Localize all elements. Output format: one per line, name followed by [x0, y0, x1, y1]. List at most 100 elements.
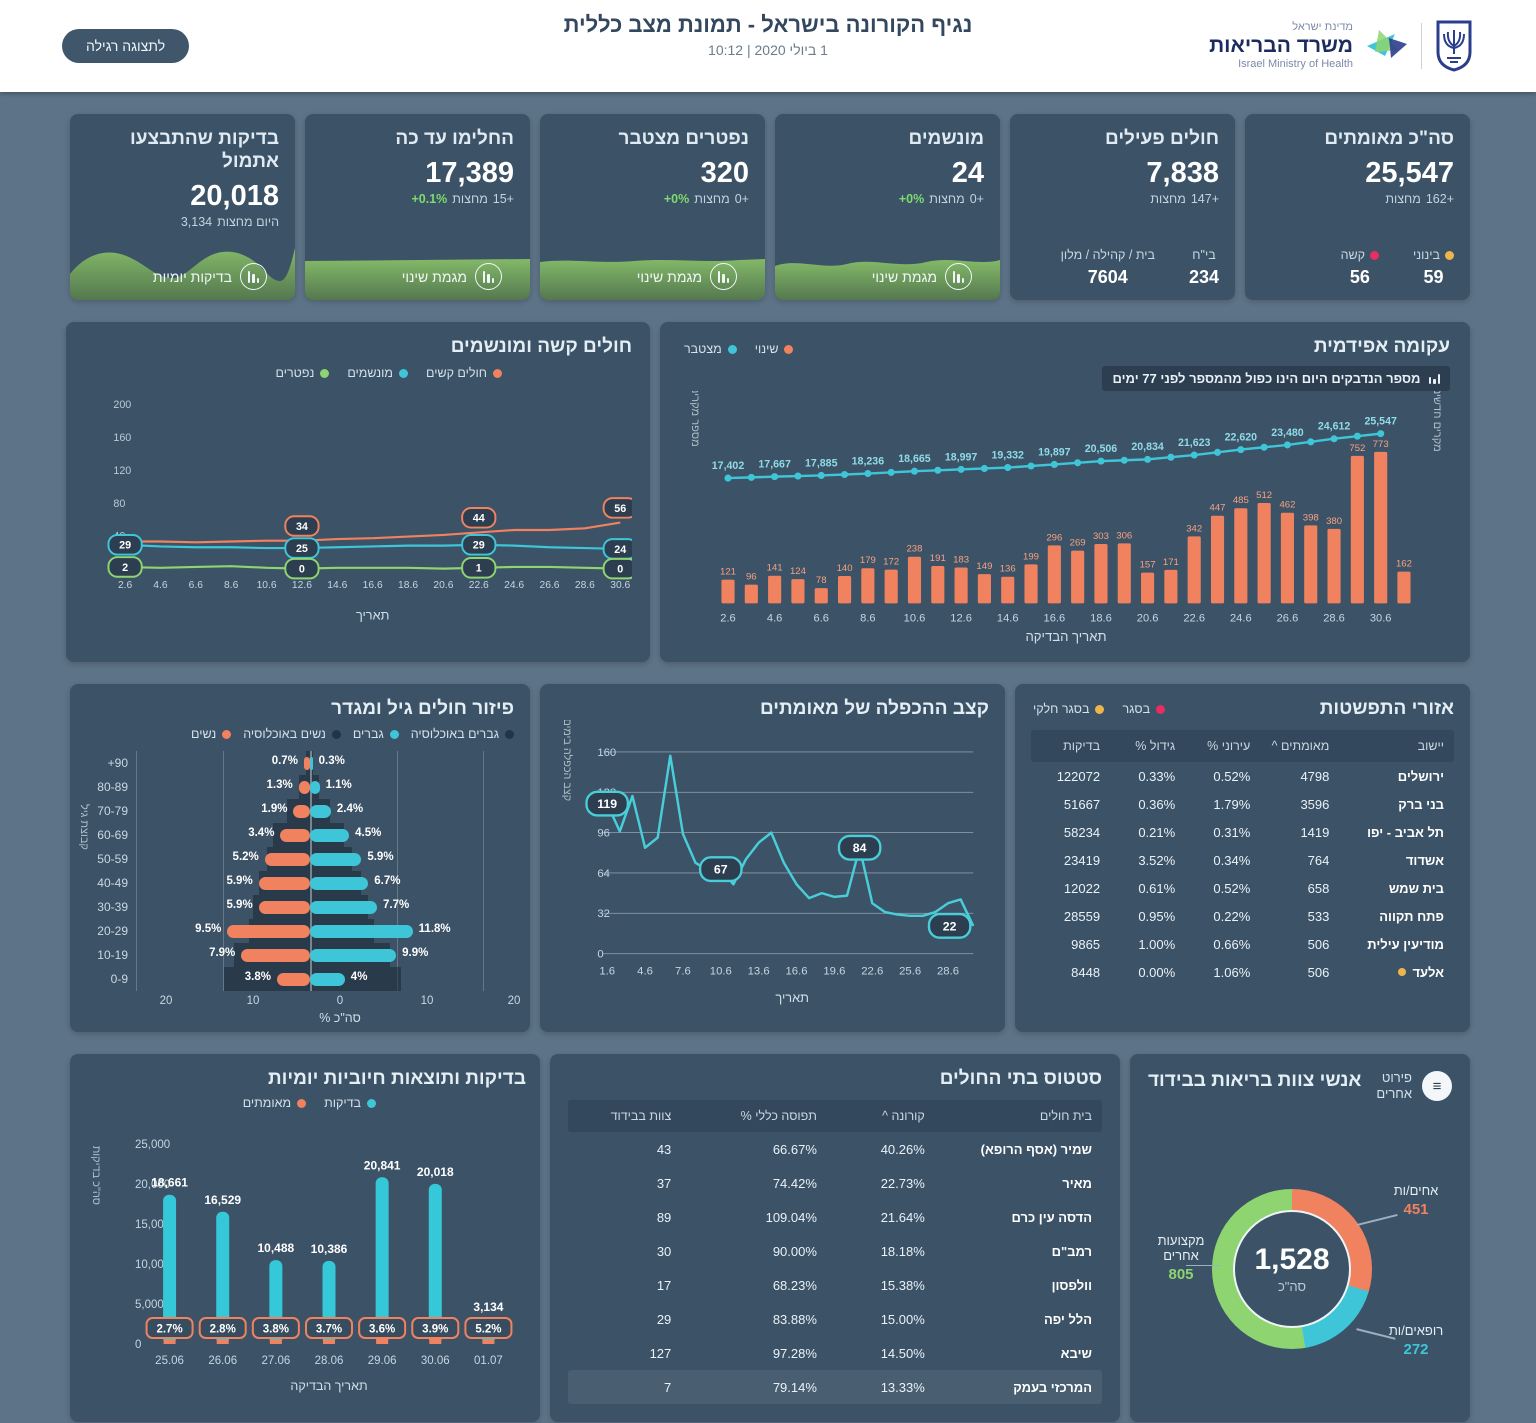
row-name: המרכזי בעמק — [1013, 1379, 1092, 1395]
kpi-delta-part: 0+ — [734, 191, 749, 206]
table-row[interactable]: אשדוד 764 0.34% 3.52% 23419 — [1031, 846, 1454, 874]
table-row[interactable]: פתח תקווה 533 0.22% 0.95% 28559 — [1031, 902, 1454, 930]
legend-dot — [320, 368, 330, 378]
pyramid-bars: 5.2% 5.9% — [136, 847, 484, 871]
kpi-card-0[interactable]: סה"כ מאומתים 25,547 מחצות 162+ בינוני 59 קשה 56 — [1245, 114, 1470, 300]
legend-label: נשים — [191, 727, 217, 741]
table-row[interactable]: בני ברק 3596 1.79% 0.36% 51667 — [1031, 790, 1454, 818]
callout — [284, 537, 320, 559]
kpi-value: 17,389 — [425, 156, 514, 189]
kpi-stat-label-text: בי"ח — [1192, 248, 1216, 262]
column-header[interactable]: צוות בבידוד — [610, 1109, 672, 1123]
bar-daily-cases — [1327, 528, 1341, 604]
doubling-rate-chart[interactable]: 03264961281601.64.67.610.613.616.619.622… — [556, 718, 989, 1020]
table-row[interactable]: תל אביב - יפו 1419 0.31% 0.21% 58234 — [1031, 818, 1454, 846]
epidemic-curve-chart[interactable]: 121 2.6 96 141 4.6 124 78 6.6 140 179 8.6 172 238 10.… — [682, 386, 1450, 644]
kpi-card-1[interactable]: חולים פעילים 7,838 מחצות 147+ בי"ח 234 בית / ק… — [1010, 114, 1235, 300]
table-row[interactable]: מאיר 22.73% 74.42% 37 — [568, 1166, 1102, 1200]
column-header[interactable]: תפוסה כללי % — [740, 1109, 817, 1123]
table-row[interactable]: המרכזי בעמק 13.33% 79.14% 7 — [568, 1370, 1102, 1404]
svg-text:10.6: 10.6 — [257, 580, 277, 591]
trend-link[interactable]: מגמת שינוי — [872, 263, 972, 290]
table-row[interactable]: אלעד 506 1.06% 0.00% 8448 — [1031, 958, 1454, 986]
age-axis-label: קבוצת גיל — [78, 804, 90, 850]
kpi-card-4[interactable]: החלימו עד כה 17,389 +0.1% מחצות 15+ מגמת שינו… — [305, 114, 530, 300]
table-row[interactable]: בית שמש 658 0.52% 0.61% 12022 — [1031, 874, 1454, 902]
svg-text:3.7%: 3.7% — [316, 1324, 342, 1336]
table-row[interactable]: וולפסון 15.38% 68.23% 17 — [568, 1268, 1102, 1302]
svg-text:21,623: 21,623 — [1178, 437, 1211, 449]
bar-daily-cases — [931, 565, 945, 604]
legend-label: מצטבר — [684, 342, 722, 356]
kpi-card-2[interactable]: מונשמים 24 +0% מחצות 0+ מגמת שינוי — [775, 114, 1000, 300]
svg-text:26.06: 26.06 — [208, 1355, 237, 1367]
svg-text:773: 773 — [1373, 439, 1389, 450]
row-value-cell: 3.52% — [1138, 852, 1176, 868]
bar-daily-cases — [884, 569, 898, 604]
trend-label: מגמת שינוי — [871, 268, 937, 285]
svg-text:22: 22 — [943, 919, 957, 933]
bar-daily-cases — [977, 574, 991, 604]
row-value-cell: 40.26% — [880, 1141, 925, 1157]
column-header[interactable]: גידול % — [1135, 739, 1176, 753]
kpi-footer-stats: בי"ח 234 בית / קהילה / מלון 7604 — [1061, 248, 1219, 288]
legend-item: נשים באוכלוסיה — [243, 727, 341, 741]
pyramid-row: 30-39 5.9% 7.7% — [86, 895, 514, 919]
table-row[interactable]: ירושלים 4798 0.52% 0.33% 122072 — [1031, 762, 1454, 790]
kpi-delta-part: מחצות — [694, 191, 730, 206]
bar-positives — [163, 1339, 176, 1344]
daily-tests-card: בדיקות ותוצאות חיוביות יומיות בדיקות מאומ… — [70, 1054, 540, 1422]
donut-total-label: סה"כ — [1277, 1279, 1307, 1294]
table-row[interactable]: שיבא 14.50% 97.28% 127 — [568, 1336, 1102, 1370]
column-header[interactable]: קורונה ^ — [882, 1109, 925, 1123]
row-value-cell: 7 — [664, 1379, 672, 1395]
kpi-card-5[interactable]: בדיקות שהתבצעו אתמול 20,018 3,134 היום מחצו… — [70, 114, 295, 300]
table-row[interactable]: מודיעין עילית 506 0.66% 1.00% 9865 — [1031, 930, 1454, 958]
legend-dot — [389, 729, 399, 739]
trend-link[interactable]: מגמת שינוי — [402, 263, 502, 290]
legend-dot — [505, 729, 514, 739]
severe-ventilated-chart[interactable]: 40801201602002.64.66.68.610.612.614.616.… — [84, 380, 638, 632]
row-value-cell: 9865 — [1071, 936, 1101, 952]
pyramid-row: 0-9 3.8% 4% — [86, 967, 514, 991]
column-header[interactable]: בדיקות — [1063, 739, 1101, 753]
table-row[interactable]: רמב"ם 18.18% 90.00% 30 — [568, 1234, 1102, 1268]
daily-tests-chart[interactable]: 0 5,000 10,000 15,000 20,000 25,000 סה"כ בדיקו… — [84, 1110, 526, 1402]
row-value-cell: 1419 — [1300, 824, 1330, 840]
trend-link[interactable]: בדיקות יומיות — [153, 263, 267, 290]
table-row[interactable]: הדסה עין כרם 21.64% 109.04% 89 — [568, 1200, 1102, 1234]
trend-link[interactable]: מגמת שינוי — [637, 263, 737, 290]
men-value-label: 9.9% — [402, 947, 429, 959]
line-marker — [1353, 432, 1361, 440]
svg-text:25: 25 — [296, 543, 308, 555]
column-header[interactable]: בית חולים — [1039, 1109, 1092, 1123]
doubling-rate-card: קצב ההכפלה של מאומתים 03264961281601.64.… — [540, 684, 1005, 1032]
regular-view-button[interactable]: לתצוגה רגילה — [62, 29, 190, 63]
svg-text:25.6: 25.6 — [899, 965, 921, 977]
column-header[interactable]: יישוב — [1417, 739, 1444, 753]
others-detail-button[interactable]: פירוט אחרים ≡ — [1366, 1070, 1452, 1103]
column-header[interactable]: עירוני % — [1207, 739, 1251, 753]
kpi-stat-label: בי"ח — [1192, 248, 1215, 262]
svg-text:תאריך הבדיקה: תאריך הבדיקה — [1025, 629, 1106, 644]
women-value-label: 5.9% — [226, 875, 253, 887]
row-value-cell: 14.50% — [880, 1345, 925, 1361]
kpi-card-3[interactable]: נפטרים מצטבר 320 +0% מחצות 0+ מגמת שינוי — [540, 114, 765, 300]
svg-text:8.6: 8.6 — [224, 580, 239, 591]
age-gender-chart[interactable]: +90 0.7% 0.3% 80-89 1.3% 1.1% 70-79 1.9% 2.4% 60-… — [86, 751, 520, 1025]
row-value-cell: 1.79% — [1213, 796, 1251, 812]
row-value-cell: 37 — [656, 1175, 672, 1191]
donut-chart[interactable]: 1,528 סה"כ — [1212, 1188, 1372, 1349]
table-row[interactable]: הלל יפה 15.00% 83.88% 29 — [568, 1302, 1102, 1336]
bar-men — [310, 852, 362, 866]
bar-daily-cases — [721, 579, 735, 604]
hospital-status-card: סטטוס בתי החולים בית חולים קורונה ^ תפוסה … — [550, 1054, 1120, 1422]
ministry-logo: מדינת ישראל משרד הבריאות Israel Ministry… — [1209, 20, 1474, 72]
table-row[interactable]: שמיר (אסף הרופא) 40.26% 66.67% 43 — [568, 1132, 1102, 1166]
isolated-staff-chart: 1,528 סה"כ אחים/ות 451 רופאים/ות 272 — [1148, 1137, 1452, 1407]
column-header[interactable]: מאומתים ^ — [1271, 739, 1330, 753]
trend-wave — [540, 259, 765, 300]
row-value-cell: 0.52% — [1213, 768, 1251, 784]
age-gender-legend: גברים באוכלוסיה גברים נשים באוכלוסיה נשים — [86, 727, 514, 741]
svg-text:0: 0 — [135, 1339, 141, 1351]
